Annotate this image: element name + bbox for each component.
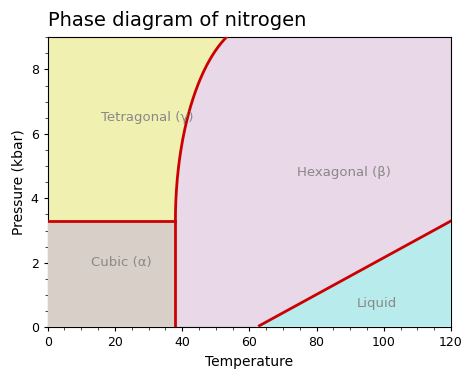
Polygon shape bbox=[48, 21, 259, 221]
Text: Liquid: Liquid bbox=[357, 297, 397, 310]
Polygon shape bbox=[259, 221, 451, 327]
Text: Hexagonal (β): Hexagonal (β) bbox=[297, 166, 391, 179]
X-axis label: Temperature: Temperature bbox=[205, 355, 293, 369]
Text: Tetragonal (γ): Tetragonal (γ) bbox=[101, 111, 194, 124]
Polygon shape bbox=[48, 37, 451, 327]
Text: Phase diagram of nitrogen: Phase diagram of nitrogen bbox=[48, 11, 306, 30]
Y-axis label: Pressure (kbar): Pressure (kbar) bbox=[11, 129, 25, 235]
Text: Cubic (α): Cubic (α) bbox=[91, 256, 152, 269]
Polygon shape bbox=[48, 221, 175, 327]
